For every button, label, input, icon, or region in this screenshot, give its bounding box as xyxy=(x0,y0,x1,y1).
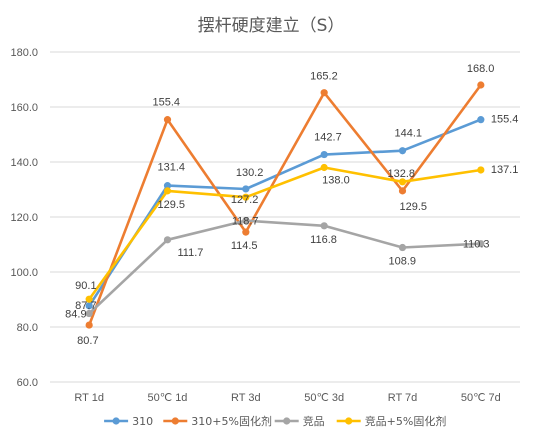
x-tick-label: 50℃ 7d xyxy=(461,392,501,404)
legend-swatch-marker xyxy=(112,417,120,425)
data-point xyxy=(163,236,172,244)
data-labels: 87.7 131.4 130.2 142.7 144.1 155.4 80.7 155.4 11… xyxy=(65,63,518,347)
data-point xyxy=(477,116,485,124)
data-point xyxy=(320,222,328,230)
data-label: 108.9 xyxy=(389,256,417,268)
series-lines xyxy=(85,81,485,329)
series-line xyxy=(87,84,482,326)
y-tick-label: 100.0 xyxy=(10,267,38,279)
data-point xyxy=(163,116,172,124)
data-label: 80.7 xyxy=(77,335,98,347)
y-tick-label: 180.0 xyxy=(10,47,38,59)
series-line xyxy=(88,118,482,307)
data-label: 111.7 xyxy=(178,247,204,259)
data-label: 130.2 xyxy=(236,167,264,179)
chart-title: 摆杆硬度建立（S） xyxy=(198,16,345,36)
legend-swatch-marker xyxy=(283,417,291,425)
data-point xyxy=(398,147,407,155)
data-label: 155.4 xyxy=(491,114,519,126)
data-label: 131.4 xyxy=(158,162,186,174)
series-line xyxy=(88,166,481,300)
legend-swatch-marker xyxy=(345,417,353,425)
data-point xyxy=(398,178,407,186)
legend-label: 竞品+5%固化剂 xyxy=(365,414,447,428)
data-label: 114.5 xyxy=(231,240,258,252)
data-point xyxy=(242,193,250,201)
data-label: 138.0 xyxy=(322,175,350,187)
data-point xyxy=(477,81,485,89)
data-label: 155.4 xyxy=(153,97,181,109)
y-tick-label: 60.0 xyxy=(17,377,38,389)
series-1 xyxy=(85,116,485,310)
legend-label: 竞品 xyxy=(303,414,325,428)
legend: 310 310+5%固化剂 竞品 竞品+5%固化剂 xyxy=(104,414,446,428)
y-tick-label: 160.0 xyxy=(10,102,38,114)
legend-item: 310+5%固化剂 xyxy=(163,414,272,428)
data-label: 116.8 xyxy=(310,234,337,246)
data-label: 90.1 xyxy=(75,280,96,292)
data-point xyxy=(85,321,93,329)
data-label: 137.1 xyxy=(491,164,519,176)
data-point xyxy=(242,228,250,236)
data-point xyxy=(242,216,250,225)
data-label: 142.7 xyxy=(314,132,342,144)
x-tick-label: RT 3d xyxy=(231,392,261,404)
series-4 xyxy=(85,163,485,303)
data-label: 129.5 xyxy=(158,199,186,211)
x-tick-label: 50℃ 1d xyxy=(148,392,188,404)
x-tick-label: 50℃ 3d xyxy=(304,392,344,404)
data-label: 129.5 xyxy=(400,201,428,213)
data-label: 168.0 xyxy=(467,63,495,75)
legend-item: 竞品+5%固化剂 xyxy=(336,414,447,428)
data-point xyxy=(163,182,172,190)
data-point xyxy=(163,187,172,195)
legend-item: 310 xyxy=(104,415,153,428)
data-label: 127.2 xyxy=(231,194,259,206)
gridlines xyxy=(50,51,520,383)
data-point xyxy=(320,163,328,172)
data-point xyxy=(85,302,93,310)
data-label: 110.3 xyxy=(463,239,490,251)
data-point xyxy=(398,187,407,195)
x-tick-label: RT 7d xyxy=(388,392,418,404)
series-3 xyxy=(85,216,485,318)
x-tick-label: RT 1d xyxy=(74,392,104,404)
legend-label: 310 xyxy=(132,415,153,428)
data-point xyxy=(477,166,485,174)
data-label: 165.2 xyxy=(310,71,338,83)
data-point xyxy=(398,243,407,252)
series-2 xyxy=(85,81,485,329)
data-label: 132.8 xyxy=(388,168,416,180)
y-tick-label: 120.0 xyxy=(10,212,38,224)
y-tick-label: 140.0 xyxy=(10,157,38,169)
x-axis-ticks: RT 1d 50℃ 1d RT 3d 50℃ 3d RT 7d 50℃ 7d xyxy=(74,392,500,404)
series-line xyxy=(88,219,481,315)
data-label: 144.1 xyxy=(395,128,423,140)
data-point xyxy=(320,150,328,159)
data-point xyxy=(85,295,93,303)
data-point xyxy=(85,309,93,318)
y-axis-ticks: 60.0 80.0 100.0 120.0 140.0 160.0 180.0 xyxy=(10,47,38,389)
data-label: 84.9 xyxy=(65,309,86,321)
legend-label: 310+5%固化剂 xyxy=(191,414,272,428)
y-tick-label: 80.0 xyxy=(17,322,38,334)
data-point xyxy=(477,240,485,248)
data-label: 87.7 xyxy=(75,300,96,312)
legend-swatch-marker xyxy=(171,417,179,425)
data-label: 118.7 xyxy=(232,216,259,228)
legend-item: 竞品 xyxy=(274,414,325,428)
data-point xyxy=(242,185,250,193)
data-point xyxy=(320,89,328,97)
